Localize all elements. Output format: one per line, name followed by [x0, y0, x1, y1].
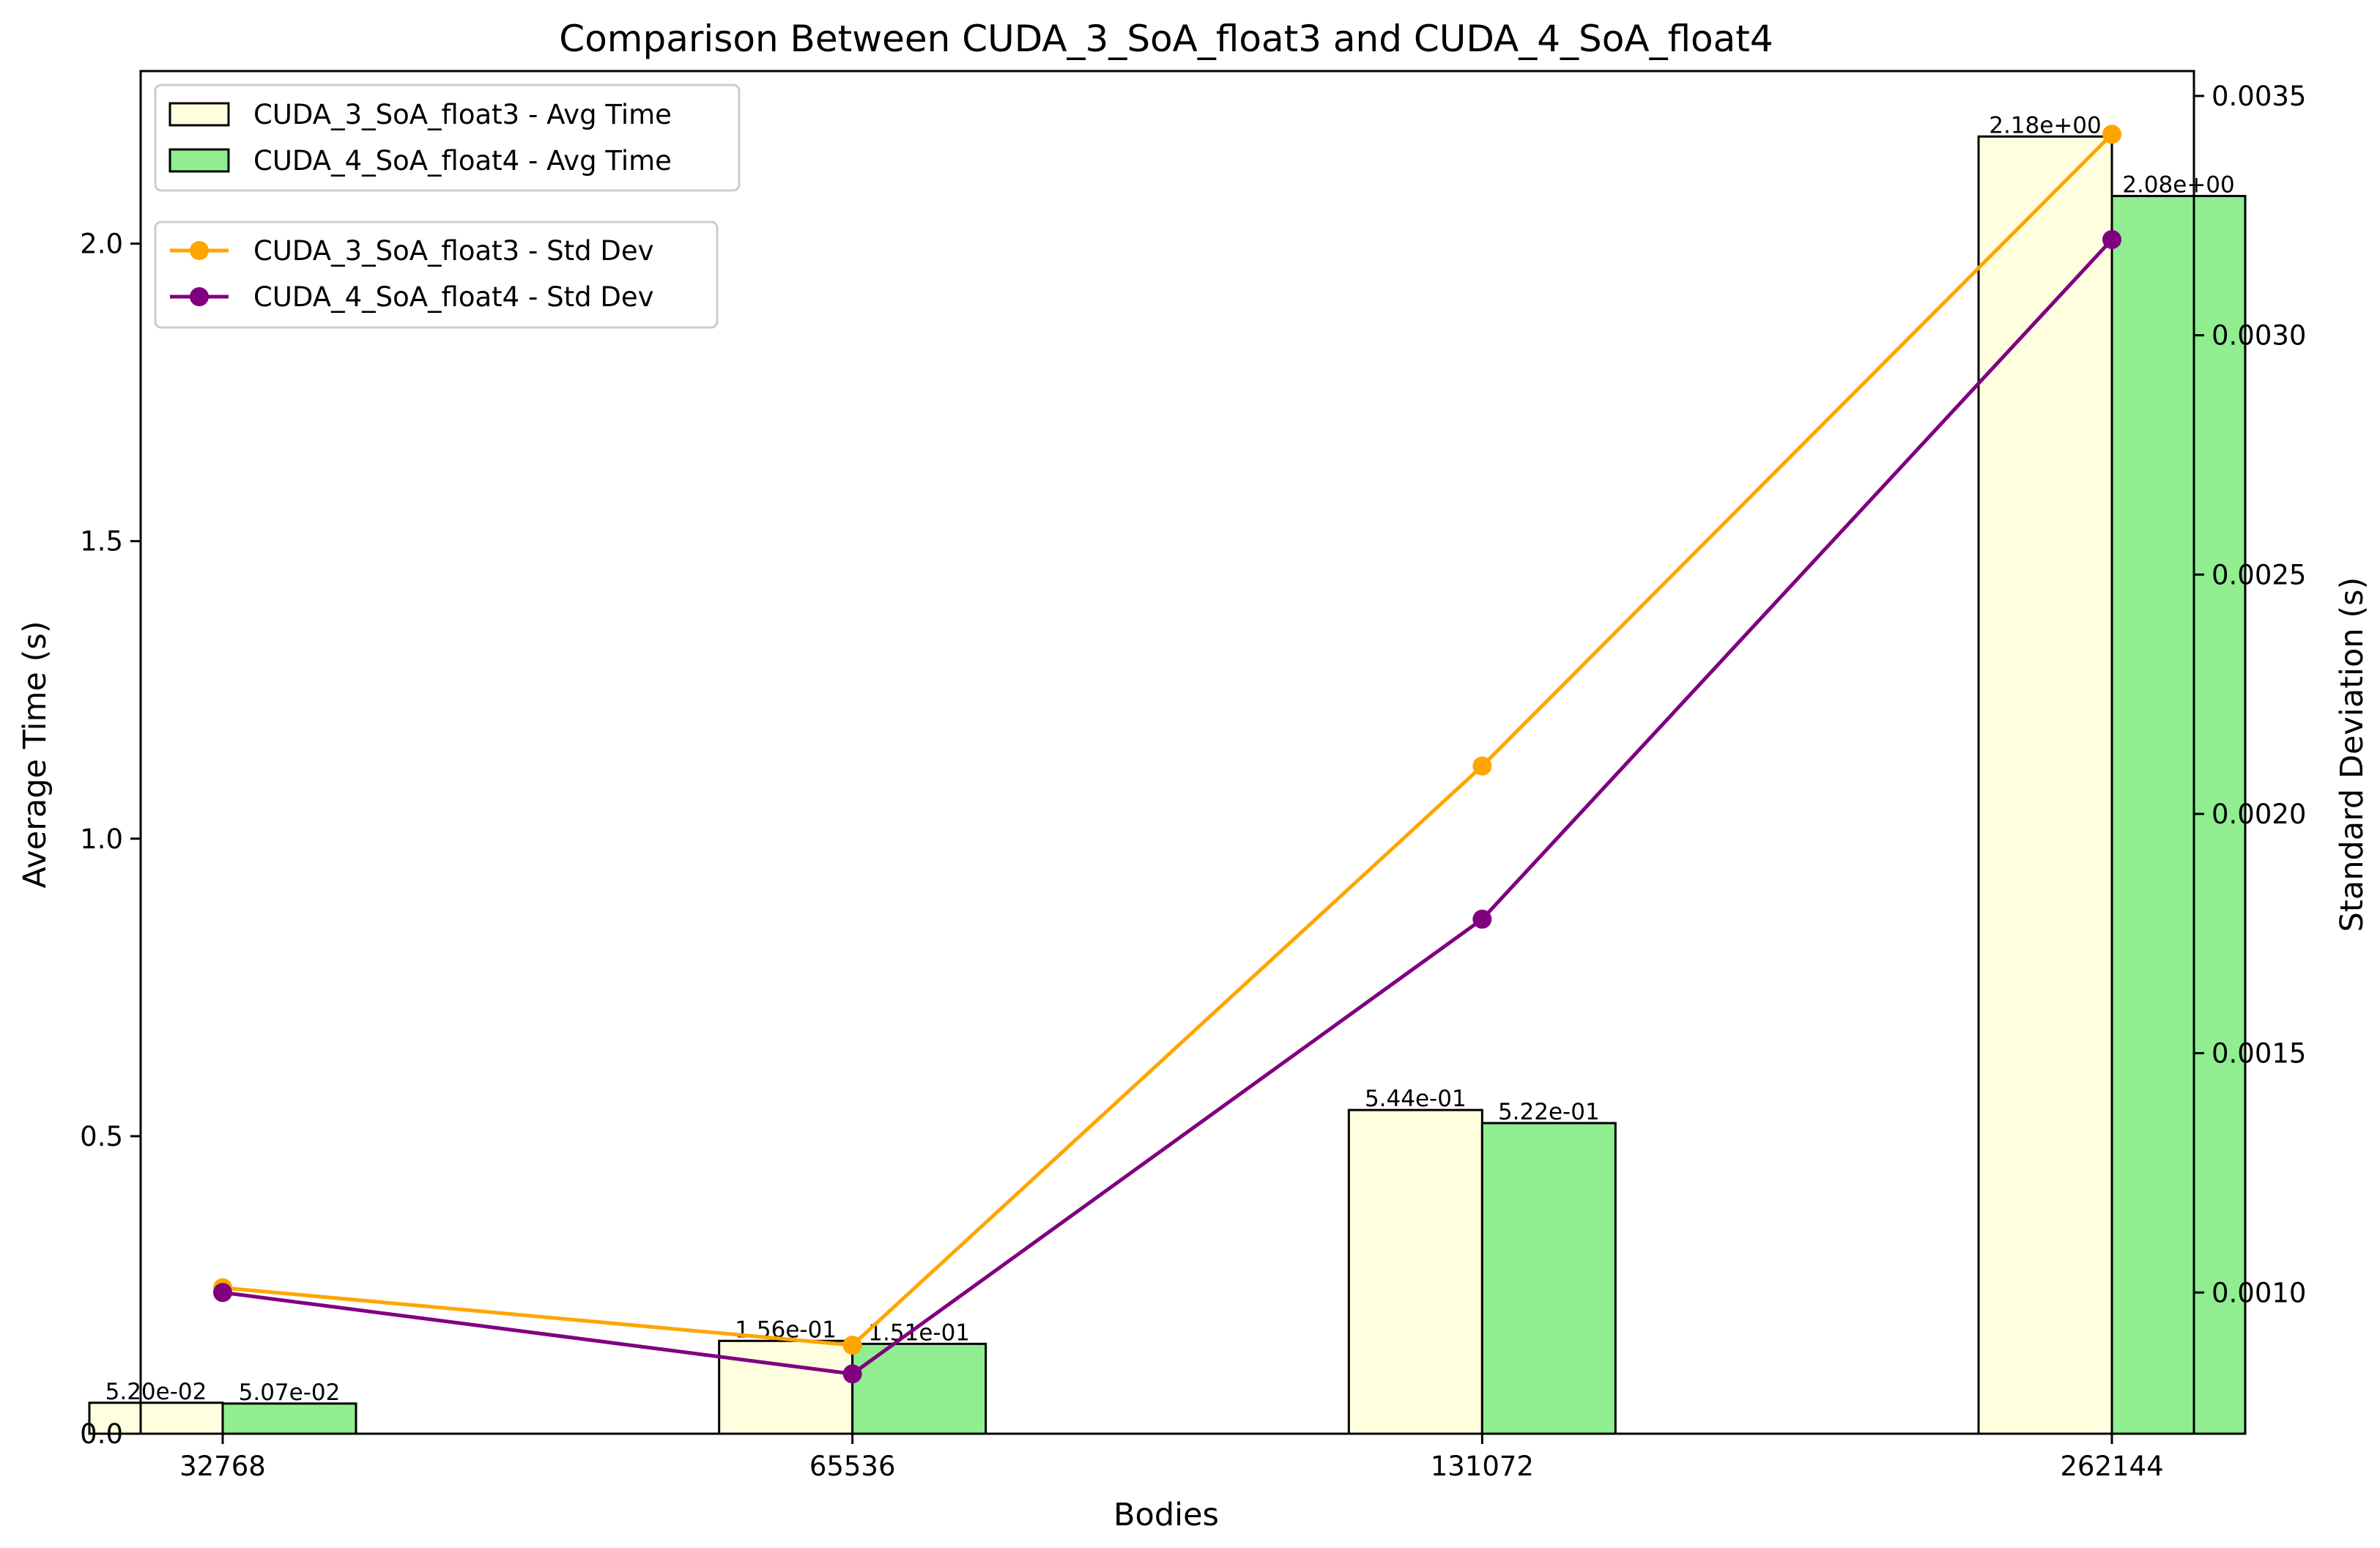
legend-label: CUDA_4_SoA_float4 - Std Dev — [253, 281, 653, 313]
y-tick-label: 1.0 — [80, 823, 123, 855]
legend-marker-1 — [190, 241, 209, 260]
y2-tick-label: 0.0030 — [2212, 320, 2306, 352]
y2-tick-label: 0.0010 — [2212, 1277, 2306, 1308]
y-tick-label: 0.5 — [80, 1121, 123, 1152]
bar-value-label: 2.18e+00 — [1989, 112, 2102, 138]
bar-value-label: 5.22e-01 — [1498, 1099, 1600, 1125]
bar-1-65536 — [718, 1339, 854, 1435]
x-tick-label: 32768 — [179, 1451, 266, 1482]
bar-value-label: 5.07e-02 — [239, 1380, 341, 1406]
y-tick-label: 1.5 — [80, 526, 123, 558]
bar-labels-layer: 5.20e-021.56e-015.44e-012.18e+005.07e-02… — [105, 112, 2235, 1405]
y-tick-label: 2.0 — [80, 229, 123, 260]
line-point-1-65536 — [842, 1336, 862, 1355]
x-tick-label: 131072 — [1431, 1451, 1534, 1482]
bar-2-32768 — [221, 1402, 357, 1435]
y-tick-label: 0.0 — [80, 1418, 123, 1450]
y2-tick-label: 0.0020 — [2212, 799, 2306, 830]
bar-2-262144 — [2110, 195, 2247, 1435]
legend-marker-2 — [190, 287, 209, 306]
x-tick-label: 262144 — [2060, 1451, 2163, 1482]
legend-swatch-bar-2 — [168, 148, 230, 173]
legend-label: CUDA_4_SoA_float4 - Avg Time — [253, 145, 672, 177]
chart-title: Comparison Between CUDA_3_SoA_float3 and… — [559, 18, 1773, 60]
legend-label: CUDA_3_SoA_float3 - Avg Time — [253, 99, 672, 130]
line-point-2-32768 — [213, 1283, 232, 1303]
y2-tick-label: 0.0015 — [2212, 1038, 2306, 1070]
legend-swatch-bar-1 — [168, 102, 230, 127]
x-tick-label: 65536 — [809, 1451, 896, 1482]
axes-layer: 32768 65536 131072 262144 0.0 0.5 1.0 1.5 2.0 0.0… — [80, 70, 2306, 1482]
y2-axis-title: Standard Deviation (s) — [2334, 577, 2370, 933]
line-point-2-131072 — [1472, 909, 1492, 929]
bar-1-32768 — [88, 1401, 224, 1435]
line-point-2-65536 — [842, 1364, 862, 1384]
legend-box-bars — [154, 84, 741, 192]
y2-tick-label: 0.0035 — [2212, 81, 2306, 112]
line-series-2 — [222, 238, 2113, 1376]
bar-2-131072 — [1480, 1122, 1617, 1435]
legend-label: CUDA_3_SoA_float3 - Std Dev — [253, 235, 653, 267]
lines-layer — [213, 125, 2121, 1384]
legend-bars: CUDA_3_SoA_float3 - Avg Time CUDA_4_SoA_f… — [154, 84, 741, 192]
bar-value-label: 5.44e-01 — [1365, 1086, 1467, 1112]
legend-box-lines — [154, 221, 719, 329]
y-axis-title: Average Time (s) — [17, 621, 53, 888]
bars-layer — [88, 135, 2247, 1435]
y2-tick-label: 0.0025 — [2212, 559, 2306, 590]
bar-1-262144 — [1977, 135, 2113, 1435]
legend-lines: CUDA_3_SoA_float3 - Std Dev CUDA_4_SoA_fl… — [154, 221, 719, 329]
line-point-2-262144 — [2102, 229, 2121, 249]
x-axis-title: Bodies — [1113, 1497, 1219, 1533]
bar-value-label: 5.20e-02 — [105, 1379, 207, 1405]
line-series-1 — [222, 133, 2113, 1347]
plot-frame — [139, 70, 2195, 1435]
bar-value-label: 2.08e+00 — [2122, 172, 2235, 199]
bar-1-131072 — [1347, 1108, 1483, 1435]
line-point-1-262144 — [2102, 125, 2121, 144]
line-point-1-131072 — [1472, 756, 1492, 776]
